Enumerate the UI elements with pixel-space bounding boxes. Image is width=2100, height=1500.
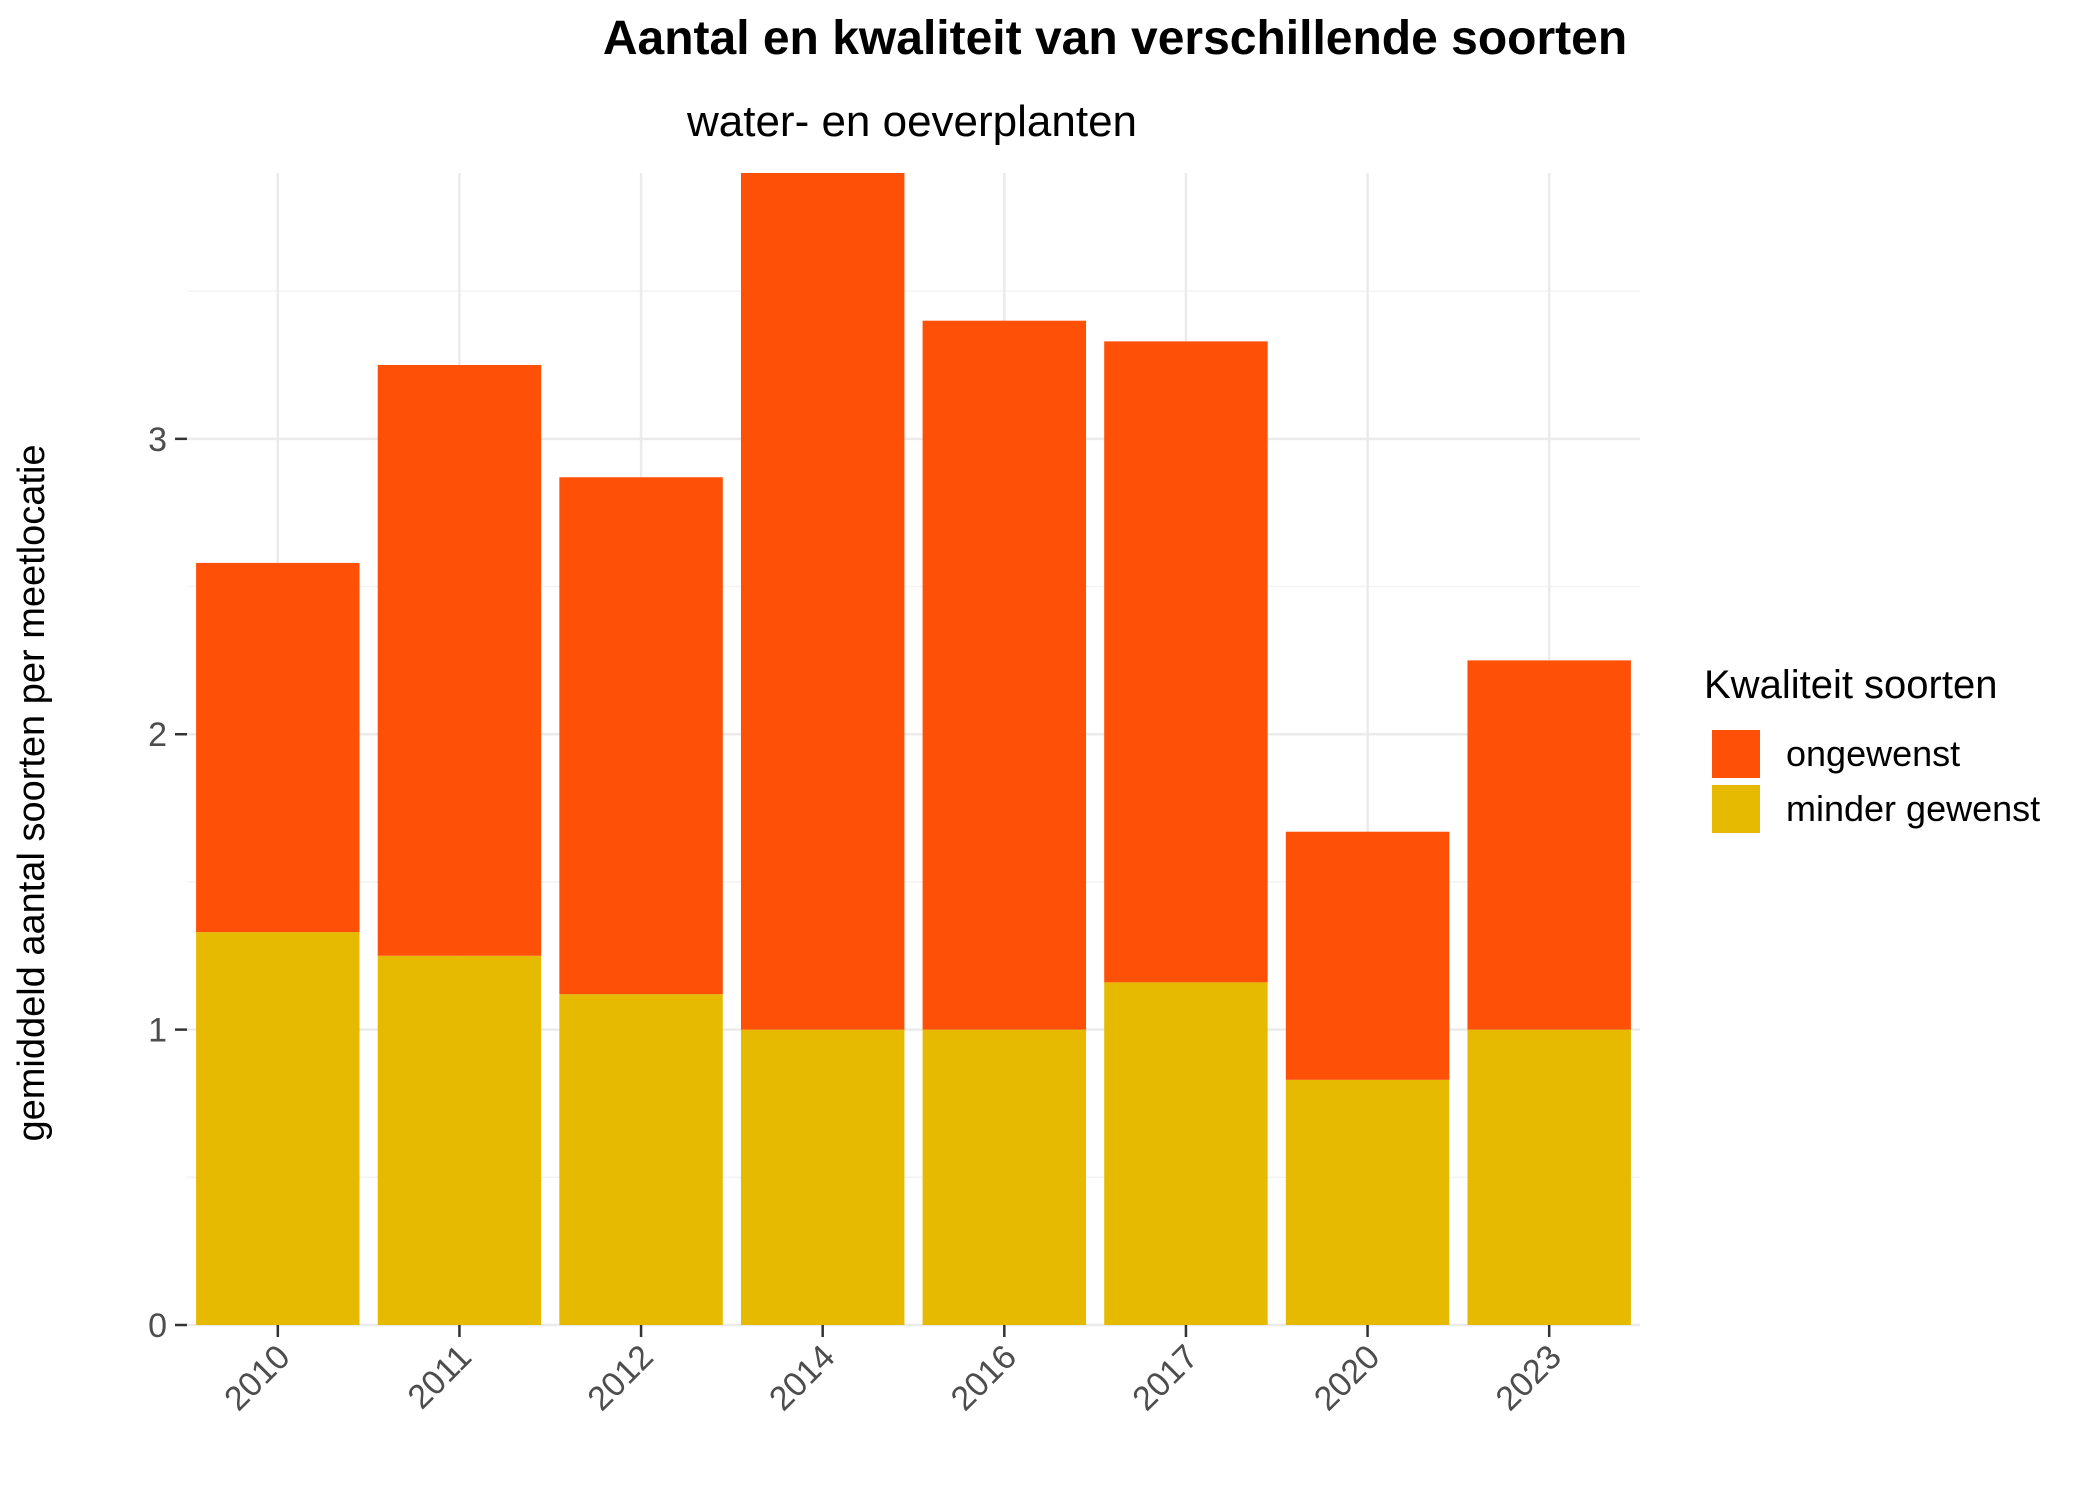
y-tick-label: 3 <box>148 421 167 459</box>
bar-2010-ongewenst <box>196 562 360 933</box>
legend-swatch-ongewenst <box>1712 730 1760 778</box>
x-tick-label: 2020 <box>1307 1338 1387 1418</box>
x-tick-label: 2016 <box>944 1338 1024 1418</box>
bars <box>196 173 1631 1325</box>
x-tick-label: 2014 <box>762 1338 842 1418</box>
bar-2016-ongewenst <box>922 320 1087 1030</box>
bar-2017-ongewenst <box>1104 341 1268 983</box>
legend: Kwaliteit soorten ongewenst minder gewens… <box>1704 663 2040 833</box>
chart-title: Aantal en kwaliteit van verschillende so… <box>603 12 1627 65</box>
x-axis: 2010 2011 2012 2014 2016 2017 2020 2023 <box>217 1325 1569 1418</box>
chart-subtitle: water- en oeverplanten <box>686 97 1137 146</box>
bar-2012-minder-gewenst <box>559 994 723 1325</box>
legend-label-minder-gewenst: minder gewenst <box>1786 788 2040 829</box>
bar-2012-ongewenst <box>559 477 723 995</box>
legend-swatch-minder-gewenst <box>1712 785 1760 833</box>
x-tick-label: 2011 <box>401 1338 480 1417</box>
bar-2014-ongewenst <box>740 173 905 1030</box>
bar-2016-minder-gewenst <box>922 1029 1087 1325</box>
y-tick-label: 0 <box>148 1307 167 1345</box>
y-axis-title: gemiddeld aantal soorten per meetlocatie <box>11 444 53 1141</box>
y-axis: 0 1 2 3 <box>148 421 187 1345</box>
bar-2014-minder-gewenst <box>740 1029 905 1325</box>
x-tick-label: 2023 <box>1488 1338 1568 1418</box>
bar-2011-minder-gewenst <box>377 955 542 1325</box>
bar-2020-minder-gewenst <box>1285 1079 1450 1325</box>
y-tick-label: 1 <box>148 1012 167 1050</box>
x-tick-label: 2010 <box>217 1338 297 1418</box>
bar-2011-ongewenst <box>377 365 542 956</box>
x-tick-label: 2012 <box>580 1338 660 1418</box>
bar-2023-ongewenst <box>1467 660 1631 1030</box>
x-tick-label: 2017 <box>1125 1338 1205 1418</box>
bar-2017-minder-gewenst <box>1104 982 1268 1325</box>
y-tick-label: 2 <box>148 716 167 754</box>
legend-title: Kwaliteit soorten <box>1704 663 1997 707</box>
bar-2010-minder-gewenst <box>196 932 360 1325</box>
bar-2023-minder-gewenst <box>1467 1029 1631 1325</box>
bar-2020-ongewenst <box>1285 831 1450 1080</box>
legend-label-ongewenst: ongewenst <box>1786 733 1960 774</box>
